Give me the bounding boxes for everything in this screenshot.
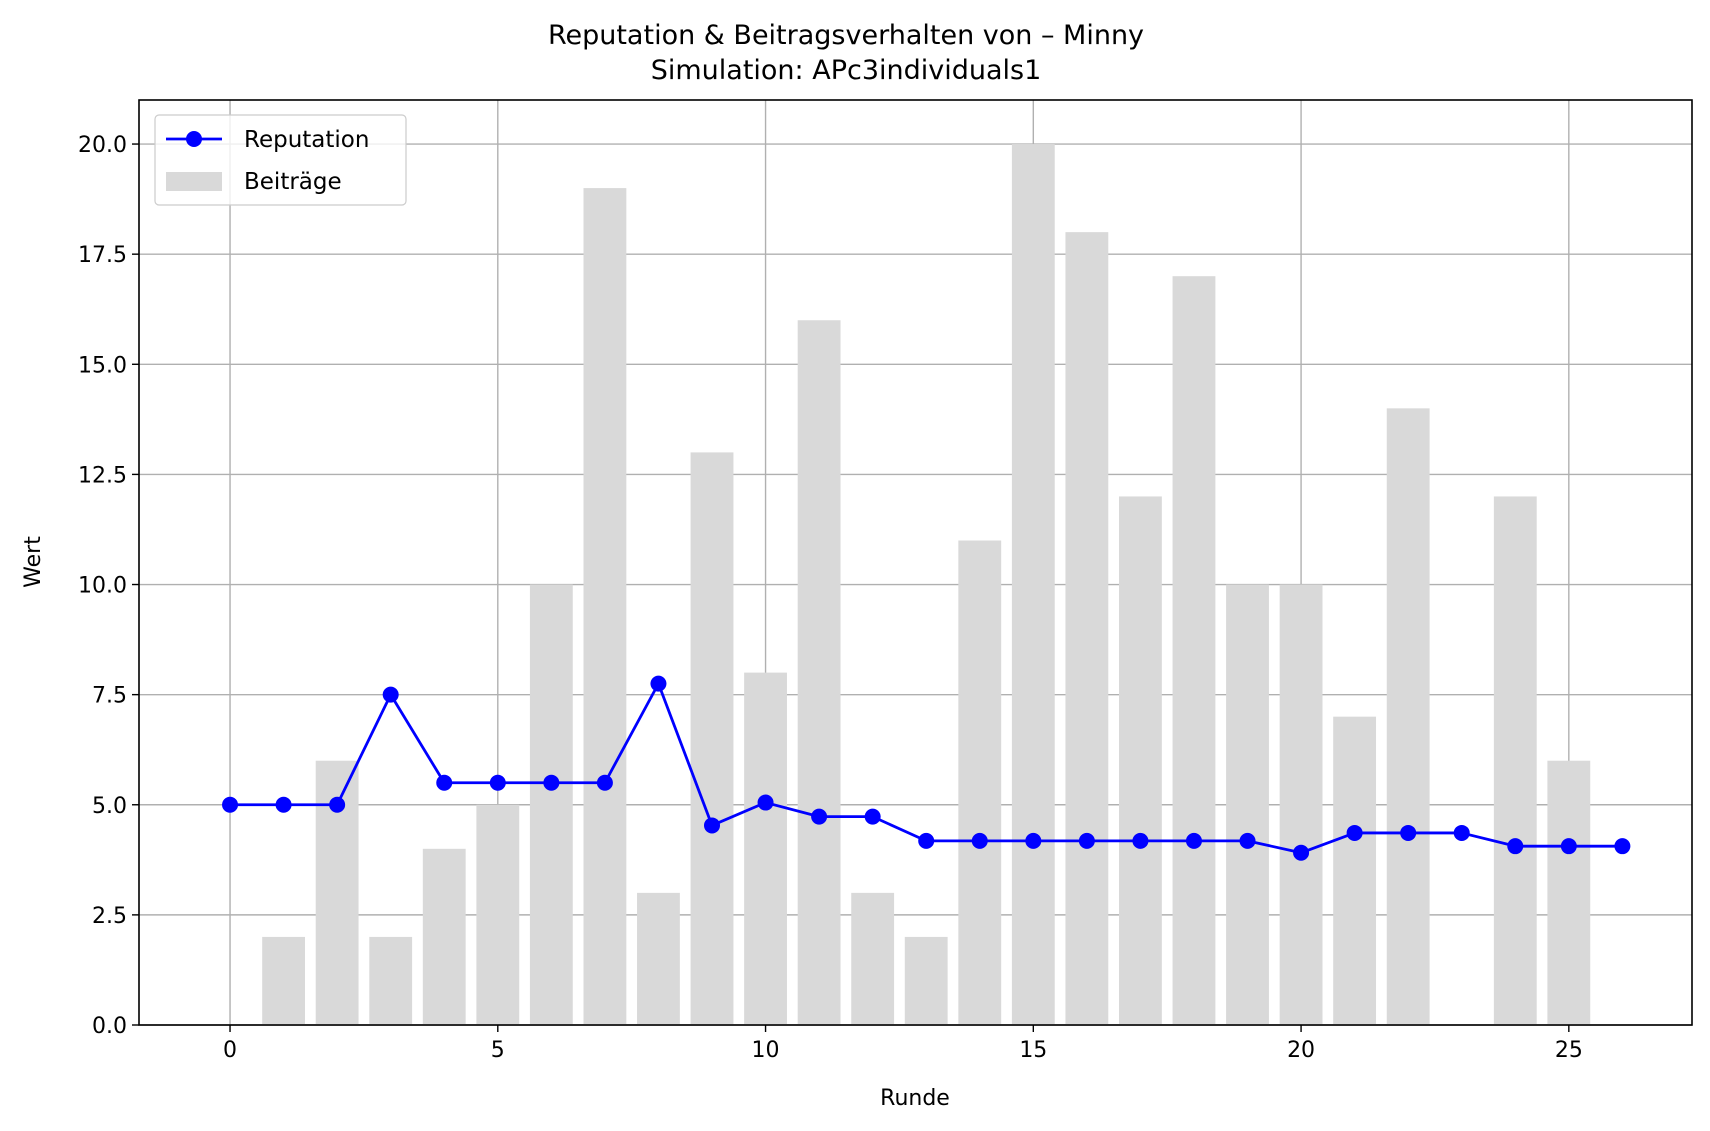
grid	[139, 100, 1692, 1026]
axis-ticks: 0 5 10 15 20 25 0.0 2.5 5.0 7.5 10.0 12.5 15.0 17.5 20…	[78, 133, 1583, 1063]
bar-beitrag	[1226, 584, 1269, 1025]
reputation-point	[222, 796, 239, 813]
bars-beitraege	[262, 144, 1591, 1026]
legend-marker-swatch	[186, 131, 202, 147]
bar-beitrag	[1065, 232, 1109, 1026]
x-axis-label: Runde	[880, 1086, 950, 1111]
reputation-point	[543, 774, 560, 791]
x-tick-label: 10	[752, 1038, 780, 1063]
reputation-point	[1078, 832, 1095, 849]
reputation-point	[704, 817, 721, 834]
bar-beitrag	[1493, 496, 1537, 1025]
y-tick-label: 2.5	[92, 904, 127, 929]
bar-beitrag	[529, 584, 573, 1025]
reputation-point	[757, 794, 774, 811]
reputation-point	[489, 774, 506, 791]
reputation-point	[1346, 824, 1363, 841]
bar-beitrag	[422, 848, 466, 1025]
reputation-point	[1400, 824, 1417, 841]
reputation-point	[275, 796, 292, 813]
y-axis-label: Wert	[21, 536, 46, 588]
y-tick-label: 12.5	[78, 463, 127, 488]
bar-beitrag	[476, 804, 520, 1025]
reputation-point	[1614, 838, 1631, 855]
bar-beitrag	[1118, 496, 1162, 1025]
reputation-point	[918, 832, 935, 849]
reputation-point	[650, 675, 667, 692]
x-tick-label: 5	[491, 1038, 505, 1063]
bar-beitrag	[1547, 760, 1591, 1025]
legend: Reputation Beiträge	[154, 114, 407, 206]
legend-label-reputation: Reputation	[244, 127, 369, 153]
bar-beitrag	[1333, 716, 1377, 1025]
y-tick-label: 0.0	[92, 1014, 127, 1039]
line-reputation	[222, 675, 1631, 861]
bar-beitrag	[583, 188, 627, 1026]
bar-beitrag	[797, 320, 841, 1025]
reputation-point	[436, 774, 453, 791]
x-tick-label: 15	[1019, 1038, 1047, 1063]
bar-beitrag	[637, 892, 680, 1025]
y-tick-label: 20.0	[78, 133, 127, 158]
x-tick-label: 25	[1555, 1038, 1583, 1063]
reputation-point	[329, 796, 346, 813]
y-tick-label: 5.0	[92, 794, 127, 819]
reputation-point	[596, 774, 613, 791]
x-tick-label: 0	[223, 1038, 237, 1063]
bar-beitrag	[958, 540, 1002, 1025]
legend-bar-swatch	[166, 172, 222, 191]
reputation-point	[811, 808, 828, 825]
reputation-point	[382, 686, 399, 703]
y-tick-label: 10.0	[78, 574, 127, 599]
bar-beitrag	[1279, 584, 1323, 1025]
y-tick-label: 15.0	[78, 353, 127, 378]
reputation-point	[1293, 844, 1310, 861]
bar-beitrag	[690, 452, 734, 1025]
reputation-point	[1453, 824, 1470, 841]
plot-frame	[138, 99, 1693, 1026]
bar-beitrag	[1011, 144, 1055, 1026]
bar-beitrag	[1172, 276, 1216, 1025]
bar-beitrag	[369, 936, 413, 1025]
reputation-point	[1239, 832, 1256, 849]
bar-beitrag	[744, 672, 787, 1025]
chart-title: Reputation & Beitragsverhalten von – Min…	[548, 20, 1144, 51]
chart-subtitle: Simulation: APc3individuals1	[651, 55, 1042, 86]
reputation-point	[864, 808, 881, 825]
reputation-point	[1560, 838, 1577, 855]
bar-beitrag	[851, 892, 895, 1025]
y-tick-label: 17.5	[78, 243, 127, 268]
reputation-point	[1025, 832, 1042, 849]
bar-beitrag	[262, 936, 306, 1025]
y-tick-label: 7.5	[92, 684, 127, 709]
reputation-point	[1185, 832, 1202, 849]
legend-label-beitraege: Beiträge	[244, 169, 342, 195]
bar-beitrag	[904, 936, 948, 1025]
x-tick-label: 20	[1287, 1038, 1315, 1063]
bar-beitrag	[1386, 408, 1430, 1025]
reputation-point	[971, 832, 988, 849]
reputation-point	[1507, 838, 1524, 855]
reputation-point	[1132, 832, 1149, 849]
